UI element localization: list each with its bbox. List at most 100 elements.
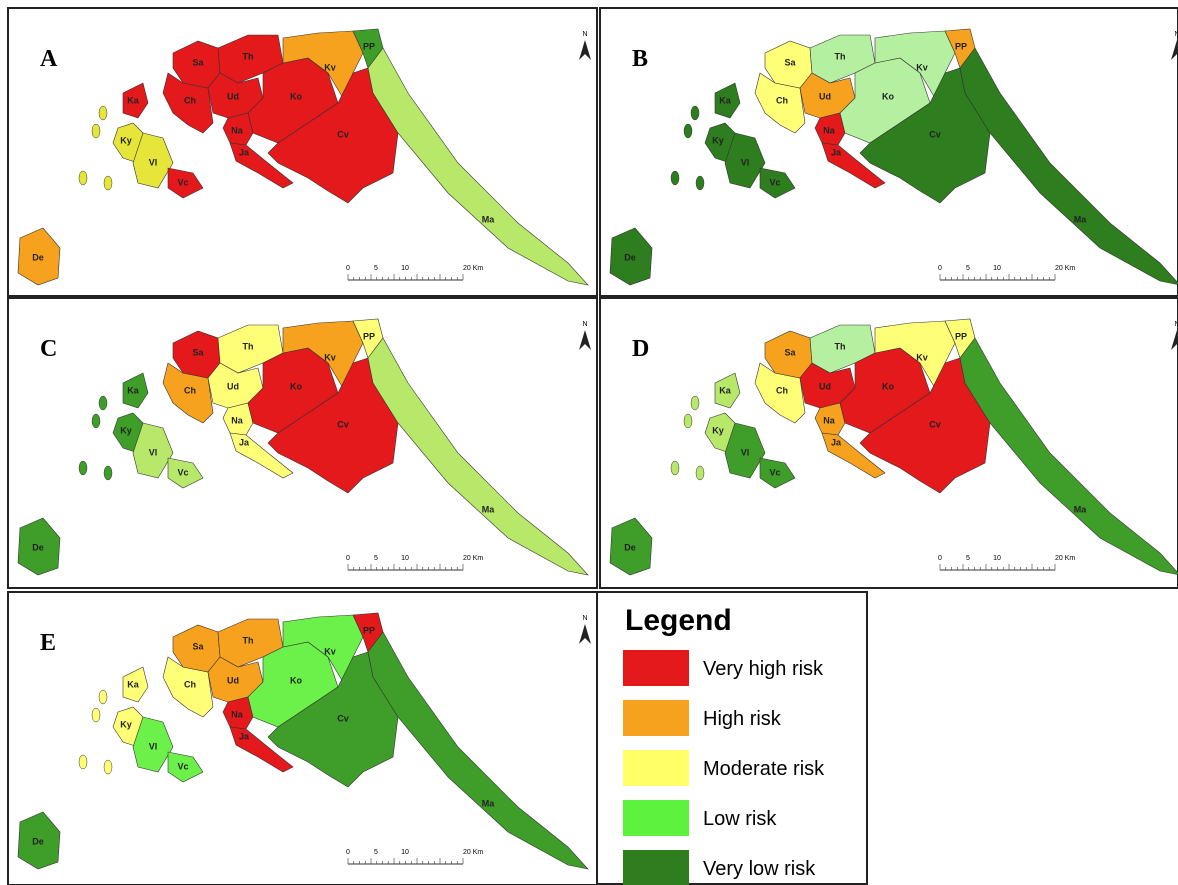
region-label: Ma — [482, 214, 495, 224]
islet — [671, 461, 679, 475]
region-label: Ma — [1074, 504, 1087, 514]
islet — [92, 124, 100, 138]
scale-label: 5 — [966, 555, 970, 562]
region-label: Ky — [120, 719, 132, 729]
panel-letter: C — [40, 336, 57, 362]
scale-label: 10 — [993, 265, 1001, 272]
region-label: Cv — [337, 419, 349, 429]
region-label: Ud — [819, 91, 831, 101]
region-label: Ko — [290, 91, 302, 101]
scale-label: 20 Km — [463, 265, 483, 272]
map-panel: KaKyVlVcDeChSaThUdNaJaKoKvPPCvMaEN051020… — [8, 592, 597, 885]
legend-swatch — [623, 650, 689, 686]
islet — [79, 461, 87, 475]
region-label: Kv — [324, 646, 336, 656]
islet — [99, 106, 107, 120]
scale-label: 5 — [966, 265, 970, 272]
islet — [92, 708, 100, 722]
legend-label: Moderate risk — [703, 758, 825, 780]
scale-label: 0 — [346, 555, 350, 562]
region-label: Ud — [227, 91, 239, 101]
region-label: Ky — [120, 425, 132, 435]
region-label: Th — [835, 341, 846, 351]
islet — [684, 414, 692, 428]
islet — [684, 124, 692, 138]
region-label: Ky — [712, 135, 724, 145]
region-label: Cv — [337, 129, 349, 139]
region-label: Ch — [776, 95, 788, 105]
legend-label: Very low risk — [703, 858, 816, 880]
region-label: Ko — [290, 381, 302, 391]
islet — [696, 176, 704, 190]
region-label: Sa — [192, 641, 204, 651]
panel-letter: D — [632, 336, 649, 362]
region-label: PP — [363, 331, 375, 341]
islet — [104, 760, 112, 774]
scale-label: 0 — [346, 849, 350, 856]
region-label: Vl — [149, 157, 158, 167]
region-label: Ky — [120, 135, 132, 145]
legend: LegendVery high riskHigh riskModerate ri… — [597, 592, 867, 885]
region-label: Cv — [337, 713, 349, 723]
region-label: Ko — [882, 381, 894, 391]
scale-label: 5 — [374, 265, 378, 272]
region-label: Sa — [784, 57, 796, 67]
region-label: Na — [823, 415, 835, 425]
north-label: N — [1174, 31, 1178, 38]
region-label: Kv — [324, 62, 336, 72]
region-label: Ky — [712, 425, 724, 435]
region-label: Ko — [290, 675, 302, 685]
region-label: PP — [363, 625, 375, 635]
region-label: Ja — [239, 731, 250, 741]
region-label: PP — [363, 41, 375, 51]
region-label: Ch — [184, 679, 196, 689]
region-label: Ma — [1074, 214, 1087, 224]
islet — [696, 466, 704, 480]
scale-label: 10 — [401, 849, 409, 856]
islet — [79, 755, 87, 769]
legend-title: Legend — [625, 604, 732, 637]
legend-swatch — [623, 750, 689, 786]
islet — [691, 106, 699, 120]
scale-label: 20 Km — [463, 849, 483, 856]
page: Ka Ky Vl Vc De Ch Sa Th Ud Na Ja Ko Kv PP Cv Ma A N 0 5 10 20… — [0, 0, 1178, 885]
region-label: Ka — [127, 385, 139, 395]
legend-label: High risk — [703, 708, 782, 730]
region-label: Vc — [769, 467, 780, 477]
region-label: Sa — [192, 57, 204, 67]
region-label: Kv — [916, 352, 928, 362]
scale-label: 0 — [346, 265, 350, 272]
islet — [671, 171, 679, 185]
region-label: De — [624, 542, 636, 552]
region-label: Vc — [177, 177, 188, 187]
region-label: Th — [243, 51, 254, 61]
region-label: Vl — [149, 741, 158, 751]
region-label: De — [32, 252, 44, 262]
region-label: De — [32, 836, 44, 846]
islet — [79, 171, 87, 185]
north-label: N — [582, 321, 587, 328]
region-label: PP — [955, 331, 967, 341]
scale-label: 10 — [993, 555, 1001, 562]
scale-label: 0 — [938, 265, 942, 272]
panel-letter: E — [40, 630, 56, 656]
region-label: Na — [231, 415, 243, 425]
region-label: Ja — [239, 437, 250, 447]
region-label: Ka — [719, 95, 731, 105]
region-label: Ka — [127, 679, 139, 689]
region-label: PP — [955, 41, 967, 51]
figure: Ka Ky Vl Vc De Ch Sa Th Ud Na Ja Ko Kv PP Cv Ma A N 0 5 10 20… — [0, 0, 1178, 885]
region-label: Ko — [882, 91, 894, 101]
islet — [99, 396, 107, 410]
region-label: Ch — [184, 95, 196, 105]
panel-letter: A — [40, 46, 58, 72]
region-label: Ch — [184, 385, 196, 395]
region-label: Ka — [719, 385, 731, 395]
region-label: Ma — [482, 504, 495, 514]
islet — [104, 176, 112, 190]
region-label: Sa — [192, 347, 204, 357]
scale-label: 5 — [374, 555, 378, 562]
region-label: De — [32, 542, 44, 552]
north-label: N — [1174, 321, 1178, 328]
